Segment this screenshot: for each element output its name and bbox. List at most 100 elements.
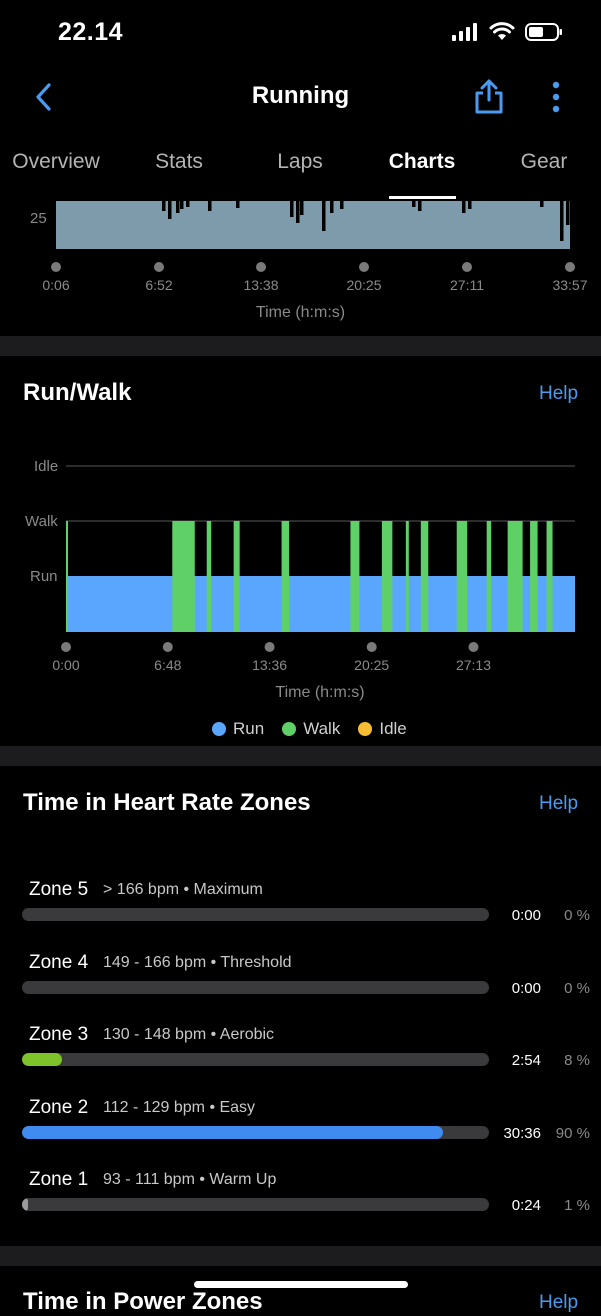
top-chart-tick-dot <box>256 262 266 272</box>
zone-progress-track <box>22 980 489 994</box>
zone-label: Zone 3 <box>29 1024 89 1045</box>
page-title: Running <box>251 82 350 109</box>
zone-label: Zone 2 <box>29 1096 89 1118</box>
zone-range: > 166 bpm • Maximum <box>103 881 263 898</box>
run-walk-tick-dot <box>264 642 275 652</box>
zone-percent: 0 % <box>564 979 590 997</box>
top-chart-tick-dot <box>359 262 369 272</box>
tab-charts[interactable]: Charts <box>388 150 456 173</box>
top-chart-x-label: Time (h:m:s) <box>255 304 346 321</box>
top-chart-dip <box>180 201 184 209</box>
home-indicator <box>194 1281 408 1288</box>
legend-dot-idle <box>358 722 373 736</box>
legend-item-run: Run <box>212 719 264 739</box>
walk-segment <box>507 521 523 632</box>
walk-segment <box>281 521 290 632</box>
run-walk-tick-dot <box>61 642 71 652</box>
walk-segment <box>381 521 393 632</box>
zone-range: 112 - 129 bpm • Easy <box>103 1098 256 1116</box>
power-zones-title: Time in Power Zones <box>23 1288 263 1315</box>
top-chart-y-tick: 25 <box>30 210 47 227</box>
run-walk-tick-dot <box>162 642 173 652</box>
zone-percent: 1 % <box>564 1197 590 1214</box>
status-time: 22.14 <box>58 18 124 46</box>
run-walk-plot: 0:00 6:48 13:36 20:25 27:13 <box>52 465 575 673</box>
top-chart-x-tick: 33:57 <box>552 277 587 293</box>
zone-time: 30:36 <box>503 1124 541 1142</box>
top-chart-dip <box>462 201 466 213</box>
wifi-icon <box>489 22 515 40</box>
more-options-icon[interactable] <box>546 80 566 114</box>
status-icons <box>451 22 563 42</box>
zone-progress-track <box>22 1053 489 1066</box>
run-walk-legend: Run Walk Idle <box>212 719 407 739</box>
active-tab-indicator <box>389 196 456 199</box>
top-chart-x-tick: 6:52 <box>145 277 172 293</box>
walk-segment <box>456 521 468 632</box>
top-chart-dip <box>566 201 570 225</box>
top-chart-dip <box>560 201 564 241</box>
run-area <box>66 576 575 632</box>
zone-percent: 0 % <box>564 907 590 924</box>
top-chart-dip <box>236 201 240 208</box>
run-walk-x-tick: 0:00 <box>52 657 79 673</box>
walk-segment <box>206 521 212 632</box>
top-chart-dip <box>186 201 190 207</box>
legend-item-walk: Walk <box>282 719 340 739</box>
top-chart-dip <box>296 201 300 223</box>
top-chart-tick-dot <box>565 262 575 272</box>
top-chart-tick-dot <box>154 262 164 272</box>
top-chart-plot: 0:06 6:52 13:38 20:25 27:11 33:57 <box>42 201 588 293</box>
top-chart-x-tick: 13:38 <box>243 277 278 293</box>
walk-segment <box>350 521 360 632</box>
top-chart-dip <box>208 201 212 211</box>
zone-range: 93 - 111 bpm • Warm Up <box>103 1171 277 1188</box>
y-tick-walk: Walk <box>25 513 58 530</box>
power-zones-help-link[interactable]: Help <box>539 1292 579 1313</box>
zone-label: Zone 1 <box>29 1169 89 1190</box>
legend-label-idle: Idle <box>379 719 407 738</box>
zone-range: 149 - 166 bpm • Threshold <box>103 953 292 971</box>
run-walk-x-label: Time (h:m:s) <box>275 684 365 701</box>
zone-time: 0:00 <box>511 979 541 997</box>
run-walk-tick-dot <box>468 642 479 652</box>
legend-item-idle: Idle <box>358 719 407 739</box>
share-icon[interactable] <box>472 78 506 116</box>
top-chart-area <box>56 201 570 249</box>
tab-gear[interactable]: Gear <box>520 150 568 173</box>
zone-percent: 90 % <box>555 1124 590 1142</box>
zone-progress-fill <box>22 1198 28 1211</box>
walk-segment <box>405 521 409 632</box>
tab-overview[interactable]: Overview <box>12 150 100 173</box>
signal-icon <box>452 23 477 41</box>
tab-stats[interactable]: Stats <box>155 150 203 173</box>
zone-progress-fill <box>22 1053 62 1066</box>
hr-zones-title: Time in Heart Rate Zones <box>23 789 311 816</box>
walk-segment <box>486 521 492 632</box>
walk-segment <box>233 521 240 632</box>
run-walk-title: Run/Walk <box>23 379 132 406</box>
top-chart-dip <box>290 201 294 217</box>
run-walk-x-tick: 6:48 <box>154 657 181 673</box>
top-chart-dip <box>300 201 304 215</box>
zone-time: 0:00 <box>511 907 541 924</box>
hr-zone-row: Zone 3 130 - 148 bpm • Aerobic 2:54 8 % <box>0 1021 601 1081</box>
legend-dot-run <box>212 722 226 736</box>
top-chart-dip <box>540 201 544 207</box>
back-chevron-icon[interactable] <box>30 80 60 114</box>
run-walk-help-link[interactable]: Help <box>539 383 579 404</box>
top-chart-tick-dot <box>462 262 472 272</box>
battery-icon <box>525 23 562 41</box>
section-separator <box>0 1246 601 1266</box>
hr-zones-help-link[interactable]: Help <box>539 793 579 814</box>
zone-time: 2:54 <box>511 1052 541 1069</box>
zone-range: 130 - 148 bpm • Aerobic <box>103 1026 275 1043</box>
tab-laps[interactable]: Laps <box>277 150 323 173</box>
top-chart-x-tick: 27:11 <box>450 277 484 293</box>
zone-label: Zone 5 <box>29 879 89 900</box>
top-chart-dip <box>162 201 166 211</box>
legend-label-run: Run <box>233 719 265 738</box>
top-chart-dip <box>412 201 416 207</box>
top-chart-dip <box>168 201 172 219</box>
zone-progress-track <box>22 1198 489 1211</box>
